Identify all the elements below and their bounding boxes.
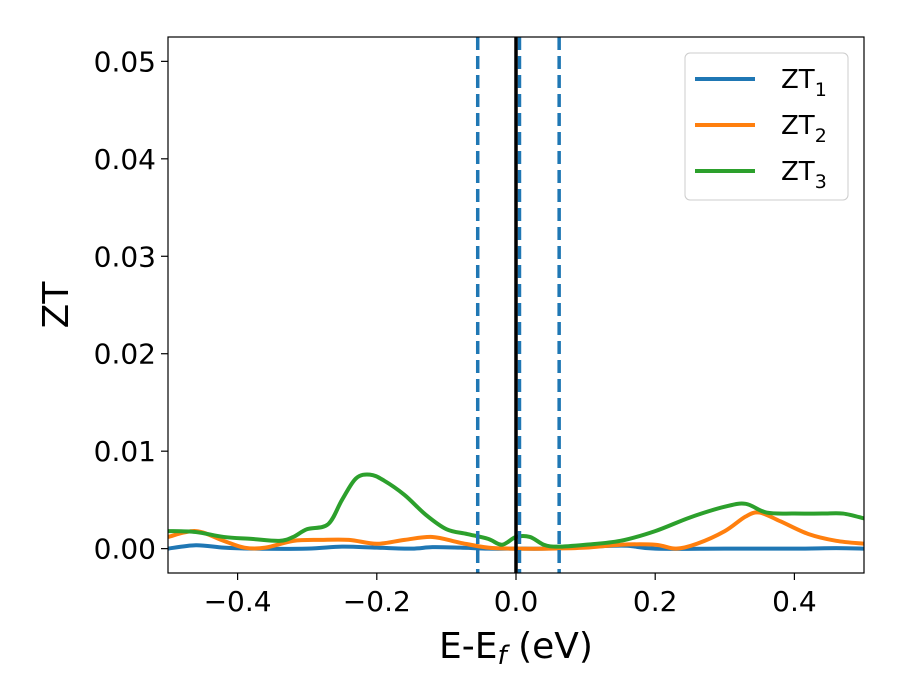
- y-axis-label: ZT: [36, 281, 77, 329]
- x-tick-label: 0.4: [772, 585, 817, 618]
- series-line-zt3: [168, 472, 864, 549]
- x-axis-label-tail: (eV): [507, 626, 593, 667]
- x-tick-label: 0.0: [494, 585, 539, 618]
- x-axis-label-main: E-E: [439, 626, 497, 667]
- legend-box: [684, 52, 849, 201]
- x-tick-label: 0.2: [633, 585, 678, 618]
- y-tick-label: 0.03: [94, 240, 156, 273]
- x-tick-label: −0.4: [204, 585, 272, 618]
- legend-label-zt3: ZT3: [781, 157, 827, 193]
- plot-area: [168, 37, 864, 573]
- y-tick-label: 0.00: [94, 533, 156, 566]
- axis-ticks: −0.4 −0.2 0.0 0.2 0.4 0.00 0.01 0.02 0.03 0.04 0.0…: [94, 45, 817, 618]
- legend-label-zt1: ZT1: [781, 65, 827, 101]
- legend-label-zt2: ZT2: [781, 111, 827, 147]
- x-tick-label: −0.2: [343, 585, 411, 618]
- legend: ZT1 ZT2 ZT3: [684, 52, 849, 201]
- x-axis-label: E-Ef (eV): [439, 626, 593, 671]
- y-tick-label: 0.01: [94, 435, 156, 468]
- y-tick-label: 0.02: [94, 338, 156, 371]
- y-tick-label: 0.04: [94, 143, 156, 176]
- y-tick-label: 0.05: [94, 45, 156, 78]
